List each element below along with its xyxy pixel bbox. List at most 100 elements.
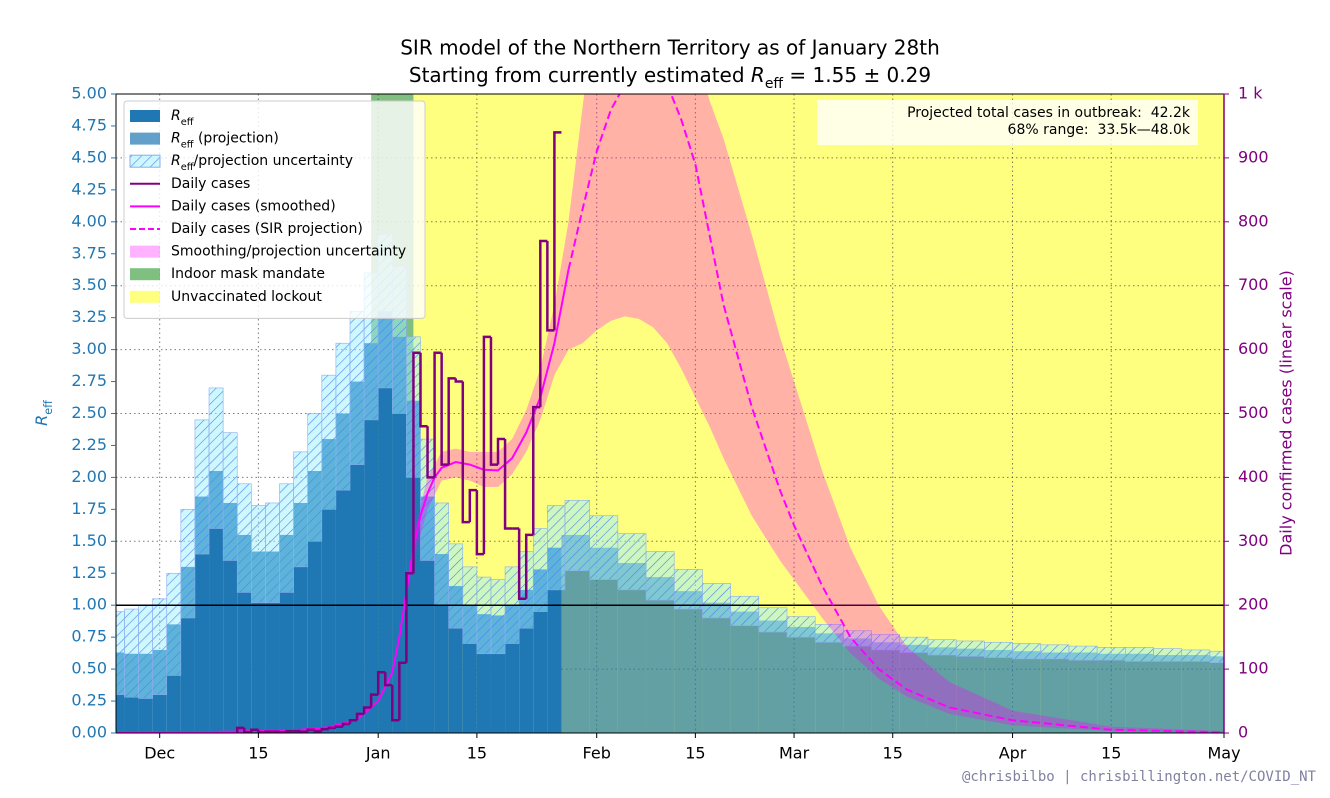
legend-handle xyxy=(130,245,160,258)
cases-step xyxy=(524,533,534,599)
uncertainty-band xyxy=(730,595,760,626)
reff-bar xyxy=(1209,656,1224,733)
y-tick-label: 1.75 xyxy=(71,499,107,518)
y-axis-label: Reff xyxy=(32,400,55,426)
legend-label: Daily cases (smoothed) xyxy=(171,198,336,214)
uncertainty-band xyxy=(476,576,492,655)
cases-step xyxy=(475,490,484,556)
y-tick-label: 1.50 xyxy=(71,531,107,550)
y2-axis-label: Daily confirmed cases (linear scale) xyxy=(1277,270,1296,556)
text-part: eff xyxy=(181,117,194,128)
y2-tick-label: 700 xyxy=(1238,275,1269,294)
reff-bar xyxy=(984,649,1013,733)
cases-step xyxy=(426,426,435,479)
reff-bar xyxy=(956,648,985,733)
cases-step xyxy=(546,240,555,332)
cases-step xyxy=(440,352,449,466)
text-part: Starting from currently estimated xyxy=(409,63,751,87)
text-part: (projection) xyxy=(194,131,279,147)
reff-bar xyxy=(1181,655,1210,733)
reff-bar xyxy=(927,647,957,733)
x-tick-label: 15 xyxy=(685,744,705,763)
reff-bar xyxy=(617,563,647,733)
legend-label: Unvaccinated lockout xyxy=(171,289,322,305)
y-tick-label: 4.00 xyxy=(71,211,107,230)
annotation: Projected total cases in outbreak: 42.2k… xyxy=(817,100,1198,145)
uncertainty-band xyxy=(673,569,703,610)
reff-bar xyxy=(815,633,844,733)
plot-area xyxy=(116,94,1224,733)
uncertainty-band xyxy=(927,639,957,656)
cases-step xyxy=(299,730,308,733)
cases-step xyxy=(235,726,245,733)
y-tick-label: 5.00 xyxy=(71,84,107,103)
uncertainty-band xyxy=(1012,643,1042,660)
y2-tick-label: 900 xyxy=(1238,147,1269,166)
cases-step xyxy=(313,729,322,733)
y2-tick-label: 1 k xyxy=(1238,84,1263,103)
legend-label: Reff/projection uncertainty xyxy=(171,153,353,173)
cases-step xyxy=(398,661,407,721)
text-part: eff xyxy=(42,400,55,415)
y-tick-label: 4.50 xyxy=(71,147,107,166)
y-tick-label: 0.25 xyxy=(71,691,107,710)
cases-step xyxy=(250,728,259,733)
reff-bar xyxy=(209,471,224,733)
annotation-box xyxy=(817,100,1198,145)
uncertainty-band xyxy=(265,502,280,603)
uncertainty-band xyxy=(1153,648,1183,662)
reff-bar xyxy=(843,638,872,733)
legend-label: Daily cases (SIR projection) xyxy=(171,221,363,237)
cases-step xyxy=(362,706,372,714)
x-tick-label: Mar xyxy=(779,744,810,763)
cases-step xyxy=(327,726,336,730)
uncertainty-band xyxy=(617,533,647,591)
uncertainty-band xyxy=(448,543,464,629)
projection-line xyxy=(567,94,1224,733)
cases-step xyxy=(412,351,421,574)
y2-tick-label: 0 xyxy=(1238,723,1248,742)
chart-title: SIR model of the Northern Territory as o… xyxy=(400,36,940,60)
cases-step xyxy=(341,722,351,727)
y-tick-label: 3.00 xyxy=(71,339,107,358)
text-part: R xyxy=(32,415,51,426)
x-tick-label: 15 xyxy=(1101,744,1121,763)
x-tick-label: 15 xyxy=(467,744,487,763)
axes: 0.00 0.25 0.50 0.75 1.00 1.25 1.50 1.75 2.00 2.25… xyxy=(71,84,1268,763)
uncertainty-band xyxy=(532,528,548,612)
y-tick-label: 2.75 xyxy=(71,371,107,390)
cases-step xyxy=(433,351,442,478)
uncertainty-band xyxy=(279,483,294,593)
y-tick-label: 4.75 xyxy=(71,115,107,134)
y2-tick-label: 500 xyxy=(1238,403,1269,422)
cases-step xyxy=(517,528,527,601)
uncertainty-band xyxy=(251,505,266,603)
text-part: eff xyxy=(181,162,194,173)
smoothed-line xyxy=(117,269,570,733)
uncertainty-band xyxy=(490,579,506,655)
text-part: eff xyxy=(765,76,784,92)
reff-bar xyxy=(335,413,351,733)
cases-step xyxy=(553,131,562,331)
y2-tick-label: 100 xyxy=(1238,659,1269,678)
chart-subtitle: Starting from currently estimated Reff =… xyxy=(409,63,931,93)
legend-box xyxy=(123,100,426,319)
reff-bar xyxy=(392,336,407,733)
y-tick-label: 2.00 xyxy=(71,467,107,486)
x-tick-label: May xyxy=(1207,744,1240,763)
y-tick-label: 1.25 xyxy=(71,563,107,582)
uncertainty-band xyxy=(1096,647,1126,661)
legend-handle xyxy=(130,132,160,145)
reff-bar xyxy=(1040,652,1069,733)
reff-bar xyxy=(1097,653,1126,733)
uncertainty-band xyxy=(984,641,1013,658)
x-tick-label: Dec xyxy=(144,744,175,763)
cases-step xyxy=(539,239,548,408)
text-part: /projection uncertainty xyxy=(194,153,354,169)
credit: @chrisbilbo | chrisbillington.net/COVID_… xyxy=(962,769,1317,785)
uncertainty-band xyxy=(236,483,252,593)
y2-tick-label: 200 xyxy=(1238,595,1269,614)
cases-step xyxy=(285,729,294,733)
cases-step xyxy=(383,672,393,687)
